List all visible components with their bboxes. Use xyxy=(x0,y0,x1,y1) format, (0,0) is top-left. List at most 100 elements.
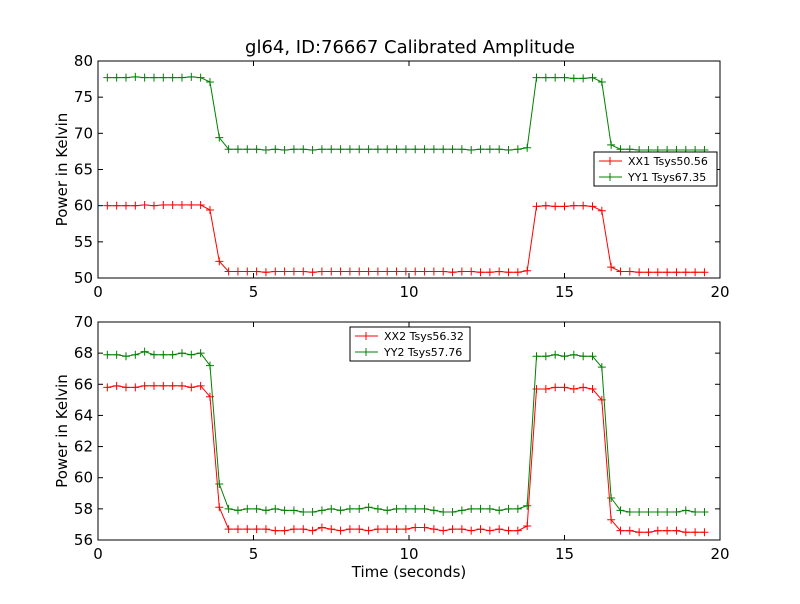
data-point xyxy=(224,267,233,276)
x-tick-label: 0 xyxy=(93,545,103,563)
data-point xyxy=(149,350,158,359)
data-point xyxy=(364,503,373,512)
series-line xyxy=(107,351,705,513)
data-point xyxy=(383,267,392,276)
data-point xyxy=(644,528,653,537)
data-point xyxy=(252,267,261,276)
data-point xyxy=(112,73,121,82)
data-point xyxy=(448,507,457,516)
data-point xyxy=(252,145,261,154)
data-point xyxy=(261,145,270,154)
data-point xyxy=(196,73,205,82)
data-point xyxy=(149,381,158,390)
series-line xyxy=(107,204,705,273)
data-point xyxy=(383,506,392,515)
data-point xyxy=(187,350,196,359)
data-point xyxy=(261,525,270,534)
data-point xyxy=(448,145,457,154)
data-point xyxy=(513,268,522,277)
data-point xyxy=(336,506,345,515)
data-point xyxy=(523,266,532,275)
data-point xyxy=(485,268,494,277)
data-point xyxy=(131,201,140,210)
data-point xyxy=(159,73,168,82)
data-point xyxy=(299,507,308,516)
data-point xyxy=(495,506,504,515)
data-point xyxy=(476,504,485,513)
data-point xyxy=(588,384,597,393)
legend: XX2 Tsys56.32 YY2 Tsys57.76 xyxy=(349,326,471,362)
data-point xyxy=(233,525,242,534)
data-point xyxy=(252,504,261,513)
data-point xyxy=(392,267,401,276)
data-point xyxy=(681,268,690,277)
data-point xyxy=(280,267,289,276)
data-point xyxy=(672,268,681,277)
data-point xyxy=(224,525,233,534)
data-point xyxy=(140,381,149,390)
data-point xyxy=(439,526,448,535)
data-point xyxy=(187,200,196,209)
data-point xyxy=(373,145,382,154)
data-point xyxy=(299,525,308,534)
data-point xyxy=(196,381,205,390)
data-point xyxy=(429,506,438,515)
data-point xyxy=(532,352,541,361)
data-point xyxy=(159,200,168,209)
legend-marker xyxy=(362,332,370,340)
data-point xyxy=(700,507,709,516)
y-tick-label: 80 xyxy=(74,52,93,70)
data-point xyxy=(317,267,326,276)
data-point xyxy=(644,507,653,516)
data-point xyxy=(597,77,606,86)
data-point xyxy=(476,268,485,277)
data-point xyxy=(467,526,476,535)
data-point xyxy=(597,363,606,372)
data-point xyxy=(205,77,214,86)
y-tick-label: 65 xyxy=(74,161,93,179)
data-point xyxy=(420,504,429,513)
data-point xyxy=(457,145,466,154)
data-point xyxy=(205,361,214,370)
data-point xyxy=(261,506,270,515)
series-2-1 xyxy=(103,381,709,537)
data-point xyxy=(131,72,140,81)
y-axis-label: Power in Kelvin xyxy=(53,374,71,488)
data-point xyxy=(672,526,681,535)
data-point xyxy=(121,383,130,392)
y-tick-label: 58 xyxy=(74,500,93,518)
data-point xyxy=(345,267,354,276)
data-point xyxy=(401,145,410,154)
data-point xyxy=(625,507,634,516)
data-point xyxy=(364,526,373,535)
data-point xyxy=(439,507,448,516)
data-point xyxy=(345,525,354,534)
data-point xyxy=(551,202,560,211)
data-point xyxy=(411,523,420,532)
data-point xyxy=(345,504,354,513)
data-point xyxy=(513,145,522,154)
data-point xyxy=(411,267,420,276)
data-point xyxy=(140,73,149,82)
data-point xyxy=(467,145,476,154)
data-point xyxy=(224,145,233,154)
legend-box xyxy=(349,326,471,362)
data-point xyxy=(429,267,438,276)
data-point xyxy=(504,526,513,535)
data-point xyxy=(504,504,513,513)
data-point xyxy=(663,268,672,277)
data-point xyxy=(103,73,112,82)
data-point xyxy=(345,145,354,154)
data-point xyxy=(625,526,634,535)
data-point xyxy=(485,526,494,535)
y-axis-label: Power in Kelvin xyxy=(53,113,71,227)
x-tick-label: 20 xyxy=(710,545,729,563)
data-point xyxy=(233,267,242,276)
data-point xyxy=(271,504,280,513)
data-point xyxy=(476,145,485,154)
data-point xyxy=(691,268,700,277)
data-point xyxy=(177,381,186,390)
data-point xyxy=(336,145,345,154)
data-point xyxy=(588,352,597,361)
